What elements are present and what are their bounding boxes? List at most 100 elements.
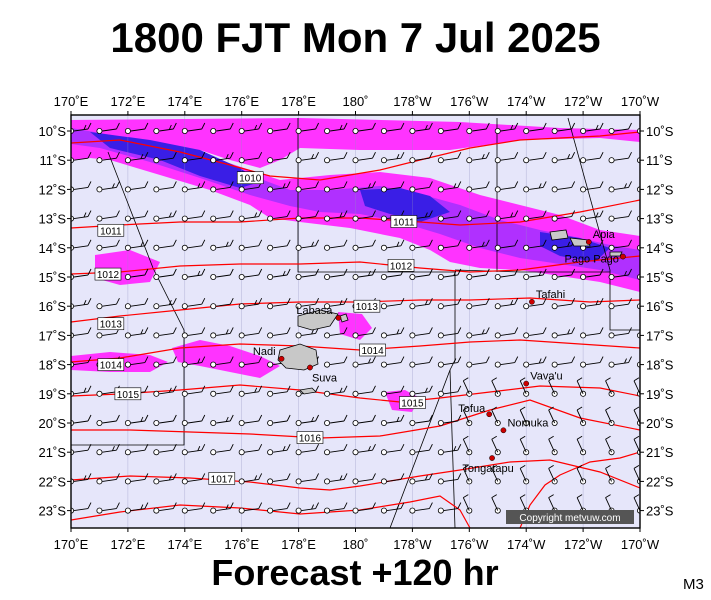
axis-tick-label: 174˚E [167, 537, 202, 552]
wind-barb [380, 473, 405, 485]
wind-barb [181, 473, 206, 485]
wind-barb [380, 268, 405, 280]
wind-barb [380, 327, 405, 339]
place-markers: Apia Pago Pago Tafahi Labasa Nadi Suva Vava'u T… [253, 229, 626, 475]
isobar-label: 1012 [387, 259, 415, 272]
wind-barb [352, 356, 376, 368]
isobar-label: 1016 [296, 431, 324, 445]
wind-barb [124, 297, 149, 310]
isobar-value: 1015 [117, 390, 140, 401]
wind-barb [352, 122, 376, 134]
wind-barb [210, 297, 234, 310]
wind-barb [210, 268, 234, 280]
wind-barb [580, 239, 604, 251]
wind-barb [324, 385, 348, 397]
wind-barb [238, 181, 263, 193]
axis-tick-label: 17˚S [39, 328, 67, 343]
axis-tick-label: 21˚S [39, 445, 67, 460]
map-frame: Apia Pago Pago Tafahi Labasa Nadi Suva Vava'u T… [70, 114, 641, 529]
wind-barb [380, 122, 405, 134]
isobar-label: 1014 [359, 343, 386, 357]
wind-barb [462, 435, 473, 456]
wind-barb [295, 443, 320, 456]
wind-barb [181, 210, 206, 222]
wind-barb [295, 239, 320, 251]
wind-barb [523, 327, 547, 339]
wind-barb [181, 327, 206, 339]
wind-barb [551, 122, 576, 134]
place-marker: Tofua [458, 403, 493, 418]
isobar-label: 1015 [114, 387, 142, 401]
axis-tick-label: 172˚E [111, 94, 146, 109]
isobar-label: 1011 [97, 223, 125, 237]
wind-barb [608, 122, 632, 134]
wind-barb [210, 327, 234, 339]
wind-barb [380, 356, 405, 368]
isobar-value: 1012 [97, 270, 120, 281]
wind-barb [466, 151, 490, 164]
wind-barb [409, 268, 433, 280]
wind-barb [324, 268, 348, 280]
wind-barb [580, 122, 604, 134]
place-dot [585, 239, 592, 245]
wind-barb [580, 181, 604, 193]
place-marker: Suva [307, 364, 338, 385]
wind-barb [352, 385, 376, 397]
axis-tick-label: 176˚W [450, 94, 489, 109]
wind-barb [181, 385, 206, 397]
wind-barb [462, 406, 473, 426]
wind-barb [437, 181, 462, 193]
wind-barb [605, 406, 615, 426]
wind-barb [548, 465, 558, 485]
wind-barb [437, 210, 462, 222]
wind-barb [181, 122, 206, 134]
isobar-value: 1017 [211, 474, 234, 485]
isobar-label: 1010 [236, 171, 264, 185]
wind-barb [267, 239, 291, 251]
wind-barb [267, 210, 291, 222]
wind-barb [380, 502, 405, 514]
wind-barb [238, 473, 263, 485]
land-layer [277, 229, 623, 395]
wind-barb [352, 443, 376, 456]
wind-barb [352, 414, 376, 426]
wind-barb [324, 151, 348, 164]
wind-barb [181, 414, 206, 426]
place-dot [278, 355, 285, 362]
place-name: Tofua [458, 403, 486, 415]
wind-barb [437, 473, 462, 485]
isobar-value: 1014 [361, 346, 384, 357]
wind-barb [210, 151, 234, 164]
axis-tick-label: 170˚W [621, 537, 660, 552]
axis-tick-label: 14˚S [646, 241, 674, 256]
copyright-text: Copyright metvuw.com [519, 513, 620, 524]
wind-barb [267, 268, 291, 280]
wind-barb [238, 385, 263, 397]
axis-tick-label: 170˚E [54, 94, 89, 109]
wind-barb [96, 443, 120, 456]
wind-barb [324, 181, 348, 193]
axis-tick-label: 176˚E [224, 94, 259, 109]
wind-barb [580, 327, 604, 339]
wind-barb [96, 502, 120, 514]
wind-barb [267, 297, 291, 310]
wind-barb [124, 443, 149, 456]
wind-barb [96, 297, 120, 310]
wind-barb [267, 151, 291, 164]
wind-barb [409, 297, 433, 310]
wind-barb [523, 297, 547, 310]
wind-barb [580, 151, 604, 164]
wind-barb [295, 414, 320, 426]
wind-barb [466, 210, 490, 222]
wind-barb [181, 151, 206, 164]
wind-barb [437, 268, 462, 280]
place-dot [620, 253, 626, 260]
isobar-value: 1015 [401, 399, 424, 410]
axis-tick-label: 16˚S [39, 299, 67, 314]
wind-barb [409, 414, 433, 426]
wind-barb [267, 414, 291, 426]
wind-barb [494, 297, 519, 310]
isobar-line [71, 399, 640, 439]
place-dot [335, 315, 342, 321]
wind-barb [153, 122, 177, 134]
